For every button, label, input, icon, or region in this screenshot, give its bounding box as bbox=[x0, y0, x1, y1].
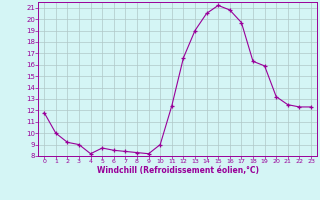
X-axis label: Windchill (Refroidissement éolien,°C): Windchill (Refroidissement éolien,°C) bbox=[97, 166, 259, 175]
